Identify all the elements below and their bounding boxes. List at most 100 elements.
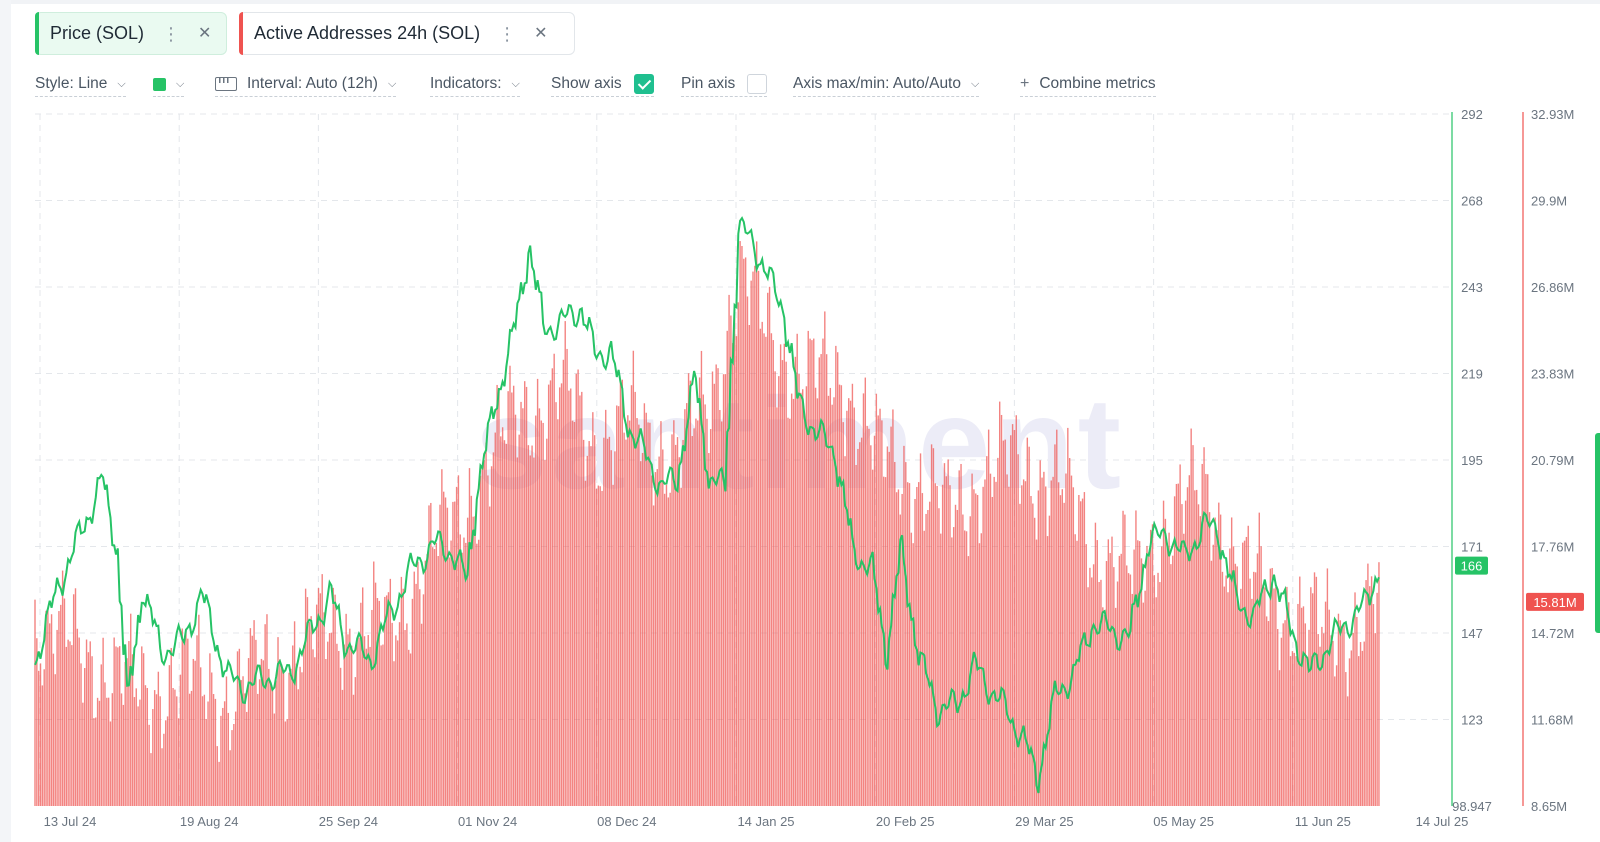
active-addresses-bar [964,530,966,806]
indicators-select[interactable]: Indicators: ⌵ [430,72,520,97]
pin-axis-checkbox[interactable] [747,74,768,94]
metric-tab-active-addresses[interactable]: Active Addresses 24h (SOL) ⋮ ✕ [239,12,575,55]
active-addresses-axis-tick-label: 26.86M [1531,280,1574,295]
active-addresses-bar [967,556,970,806]
active-addresses-bar [1293,652,1295,806]
active-addresses-bar [790,393,793,806]
active-addresses-bar [1289,656,1292,806]
active-addresses-bar [1286,586,1288,806]
active-addresses-bar [1253,571,1255,806]
active-addresses-bar [605,409,607,806]
active-addresses-bar [516,457,519,806]
active-addresses-bar [87,652,90,806]
metric-tab-price[interactable]: Price (SOL) ⋮ ✕ [35,12,227,55]
kebab-icon[interactable]: ⋮ [162,23,181,44]
active-addresses-bar [617,406,620,806]
active-addresses-bar [938,508,940,806]
active-addresses-bar [91,656,93,806]
active-addresses-bar [214,698,217,806]
active-addresses-bar [547,384,550,806]
active-addresses-bar [930,444,933,806]
active-addresses-bar [350,645,353,806]
active-addresses-bar [733,317,736,806]
style-select[interactable]: Style: Line ⌵ [35,72,126,97]
active-addresses-bar [360,602,362,806]
active-addresses-bar [84,668,86,806]
x-axis-tick-label: 19 Aug 24 [180,814,239,829]
active-addresses-bar [822,338,824,806]
show-axis-toggle[interactable]: Show axis [551,72,654,97]
active-addresses-bar [240,680,242,806]
active-addresses-bar [1208,512,1211,806]
active-addresses-bar [474,516,476,806]
active-addresses-bar [126,658,128,806]
active-addresses-bar [334,594,336,806]
active-addresses-bar [1358,656,1360,806]
active-addresses-bar [111,693,114,806]
active-addresses-bar [1214,517,1216,806]
active-addresses-bar [371,609,373,806]
active-addresses-bar [603,437,605,806]
show-axis-checkbox[interactable] [633,74,654,94]
active-addresses-bar [855,464,857,806]
active-addresses-bar [1085,544,1087,806]
active-addresses-bar [857,448,859,806]
active-addresses-bar [45,610,47,806]
active-addresses-bar [229,750,231,806]
active-addresses-bar [1127,573,1130,806]
active-addresses-bar [864,377,867,806]
active-addresses-bar [317,588,320,806]
active-addresses-bar [976,495,979,806]
active-addresses-bar [612,484,614,806]
active-addresses-bar [1087,587,1089,806]
side-panel-handle[interactable] [1595,433,1600,633]
price-color-stripe [35,12,39,55]
active-addresses-bar [623,432,625,806]
active-addresses-bar [781,360,784,806]
interval-select[interactable]: Interval: Auto (12h) ⌵ [215,72,397,97]
axis-range-select[interactable]: Axis max/min: Auto/Auto ⌵ [793,72,980,97]
active-addresses-bar [711,371,714,806]
kebab-icon[interactable]: ⋮ [498,23,517,44]
active-addresses-bar [1089,567,1091,806]
combine-metrics-button[interactable]: + Combine metrics [1020,72,1156,97]
active-addresses-bar [1107,539,1110,806]
color-select[interactable]: ⌵ [153,72,185,97]
active-addresses-bar [496,384,498,806]
active-addresses-bar [884,477,887,806]
active-addresses-bar [557,419,559,806]
active-addresses-bar [63,598,66,806]
active-addresses-bar [1319,646,1321,806]
active-addresses-bar [466,517,469,806]
active-addresses-bar [1122,510,1124,806]
active-addresses-bar [914,498,916,806]
active-addresses-bar [1374,633,1376,806]
active-addresses-bar [671,434,673,806]
active-addresses-bar [1015,415,1017,806]
active-addresses-bar [393,661,395,806]
active-addresses-bar [363,636,366,806]
pin-axis-toggle[interactable]: Pin axis [681,72,768,97]
active-addresses-bar [531,445,533,806]
active-addresses-bar [1345,672,1347,806]
active-addresses-bar [630,385,633,806]
active-addresses-bar [1111,536,1113,806]
active-addresses-bar [468,468,471,806]
active-addresses-bar [356,639,358,806]
active-addresses-bar [638,424,640,806]
active-addresses-bar [1275,586,1277,806]
close-icon[interactable]: ✕ [534,24,548,42]
active-addresses-bar [36,638,38,806]
chart-toolbar: Style: Line ⌵ ⌵ Interval: Auto (12h) ⌵ I… [35,72,1595,98]
active-addresses-bar [82,702,84,806]
active-addresses-bar [929,501,931,806]
active-addresses-bar [761,321,763,806]
ruler-icon [215,77,237,91]
active-addresses-bar [148,724,150,806]
active-addresses-bar [404,630,406,806]
close-icon[interactable]: ✕ [198,24,212,42]
active-addresses-bar [546,438,548,806]
active-addresses-bar [1000,414,1003,806]
active-addresses-bar [759,328,762,806]
